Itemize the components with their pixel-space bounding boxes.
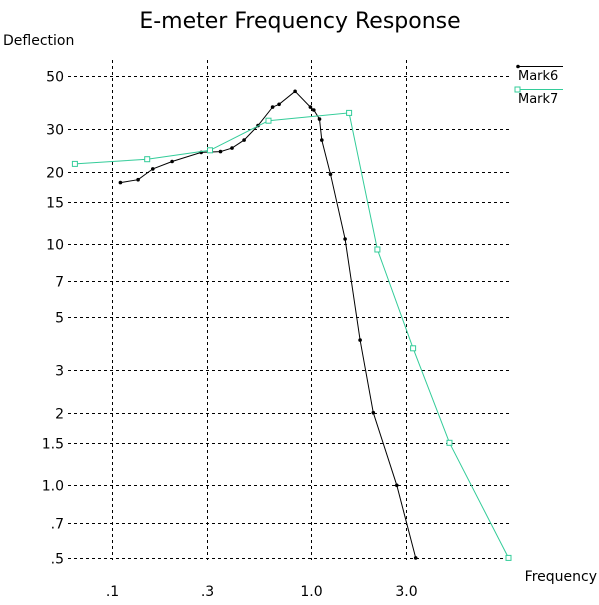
data-point — [293, 89, 297, 94]
data-point — [136, 177, 140, 182]
data-point — [410, 345, 417, 352]
legend-marker — [516, 64, 520, 69]
x-tick-label: .3 — [201, 584, 214, 600]
series-mark7 — [71, 109, 512, 561]
data-point — [320, 138, 324, 142]
data-point — [395, 483, 399, 488]
legend-item: Mark6 — [516, 64, 563, 84]
series-line — [74, 112, 509, 559]
y-tick-label: 2 — [55, 407, 64, 423]
data-point — [230, 146, 234, 150]
legend: Mark6 Mark7 — [514, 64, 563, 107]
data-point — [308, 105, 313, 109]
data-point — [207, 147, 213, 154]
x-axis-label: Frequency — [525, 569, 597, 585]
data-point — [144, 156, 151, 163]
data-point — [371, 410, 376, 415]
series-lines — [71, 89, 512, 561]
chart-title: E-meter Frequency Response — [139, 9, 460, 34]
data-point — [71, 160, 78, 167]
data-point — [343, 237, 347, 241]
data-point — [118, 180, 123, 185]
data-point — [446, 439, 453, 446]
x-tick-label: 3.0 — [395, 584, 417, 600]
x-tick-label: 1.0 — [300, 584, 322, 600]
data-point — [328, 172, 333, 176]
grid — [68, 60, 512, 560]
y-tick-label: 15 — [46, 196, 64, 212]
data-point — [374, 246, 381, 253]
data-point — [218, 149, 223, 154]
data-point — [505, 554, 512, 561]
y-tick-label: 30 — [46, 123, 64, 139]
y-tick-label: 50 — [46, 70, 64, 86]
y-tick-label: .5 — [51, 552, 64, 568]
series-line — [120, 90, 417, 559]
y-tick-label: 20 — [46, 166, 64, 182]
y-tick-label: 1.5 — [42, 437, 64, 453]
legend-label: Mark6 — [518, 69, 558, 84]
legend-marker — [514, 86, 521, 93]
y-axis-label: Deflection — [3, 33, 74, 49]
data-point — [242, 138, 246, 142]
legend-label: Mark7 — [518, 92, 558, 107]
tick-labels: 50 30 20 15 10 7 5 3 2 1.5 1.0 .7 .5 .1 .3 1.0 3.0 — [42, 70, 418, 601]
series-mark6 — [118, 89, 418, 560]
y-tick-label: 10 — [46, 238, 64, 254]
y-tick-label: 5 — [55, 311, 64, 327]
y-tick-label: 7 — [55, 275, 64, 291]
y-tick-label: .7 — [51, 517, 64, 533]
x-tick-label: .1 — [106, 584, 119, 600]
data-point — [346, 109, 353, 116]
y-tick-label: 3 — [55, 364, 64, 380]
data-point — [312, 108, 316, 112]
data-point — [413, 556, 418, 560]
data-point — [170, 159, 174, 164]
data-point — [277, 102, 281, 107]
data-point — [151, 167, 155, 171]
data-point — [358, 338, 362, 342]
data-point — [317, 117, 322, 121]
legend-item: Mark7 — [514, 86, 563, 107]
data-point — [265, 117, 272, 124]
y-tick-label: 1.0 — [42, 479, 64, 495]
data-point — [270, 105, 275, 109]
